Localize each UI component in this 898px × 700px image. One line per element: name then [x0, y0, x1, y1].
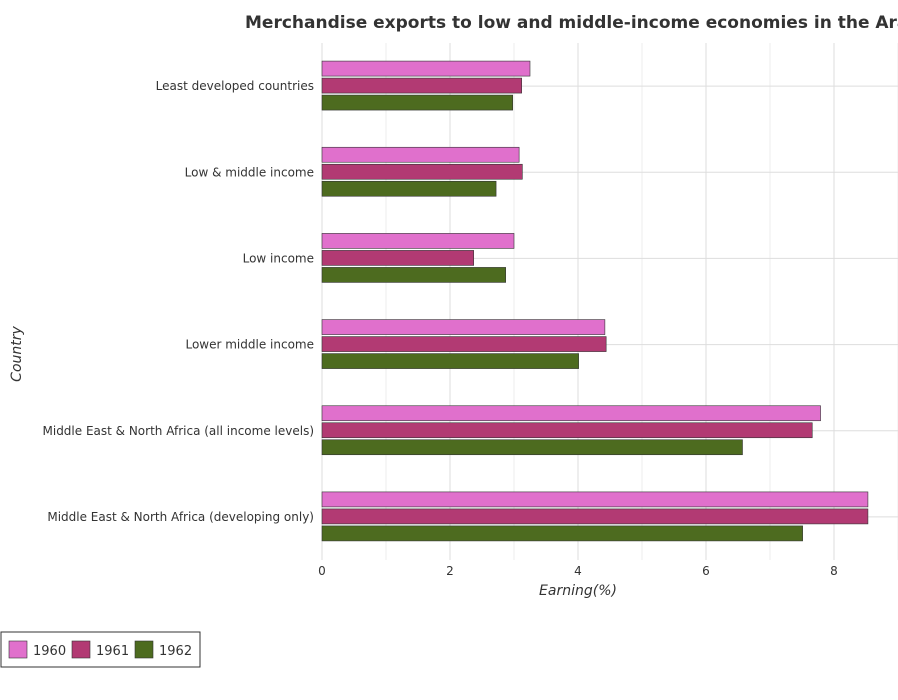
- y-tick-label: Least developed countries: [156, 79, 314, 93]
- legend-label-1962: 1962: [159, 644, 192, 659]
- bar-1962: [321, 439, 743, 456]
- bar-1961: [321, 77, 522, 94]
- legend: 1960 1961 1962: [0, 631, 201, 668]
- y-tick-label: Lower middle income: [185, 338, 314, 352]
- legend-label-1960: 1960: [33, 644, 66, 659]
- bar-1962: [321, 525, 803, 542]
- legend-label-1961: 1961: [96, 644, 129, 659]
- bar-1962: [321, 180, 497, 197]
- x-tick-label: 2: [446, 564, 454, 578]
- x-tick-label: 8: [830, 564, 838, 578]
- bar-1960: [321, 60, 531, 77]
- bars: [321, 60, 869, 542]
- x-tick-label: 4: [574, 564, 582, 578]
- bar-1962: [321, 267, 506, 283]
- bar-1961: [321, 250, 474, 266]
- bar-1961: [321, 336, 607, 352]
- y-axis-title: Country: [9, 325, 25, 381]
- legend-swatch-1961: [71, 640, 91, 659]
- legend-swatch-1960: [8, 640, 28, 659]
- y-tick-label: Low & middle income: [185, 165, 314, 179]
- y-tick-label: Low income: [243, 251, 314, 265]
- bar-1960: [321, 491, 869, 508]
- bar-1961: [321, 163, 523, 180]
- bar-1960: [321, 319, 606, 335]
- chart-title: Merchandise exports to low and middle-in…: [245, 13, 898, 33]
- bar-1960: [321, 233, 515, 249]
- legend-swatch-1962: [134, 640, 154, 659]
- x-tick-label: 6: [702, 564, 710, 578]
- bar-1961: [321, 508, 869, 525]
- legend-box: [0, 631, 201, 668]
- y-tick-label: Middle East & North Africa (developing o…: [47, 510, 314, 524]
- bar-1961: [321, 422, 813, 439]
- y-tick-labels: Least developed countries Low & middle in…: [43, 79, 315, 524]
- y-tick-label: Middle East & North Africa (all income l…: [43, 424, 315, 438]
- bar-1960: [321, 405, 821, 422]
- bar-1960: [321, 146, 520, 163]
- bar-1962: [321, 94, 514, 111]
- x-axis-title: Earning(%): [539, 583, 617, 599]
- bar-1962: [321, 353, 579, 369]
- x-tick-labels: 0 2 4 6 8: [318, 564, 838, 578]
- grid: [321, 43, 898, 560]
- x-tick-label: 0: [318, 564, 326, 578]
